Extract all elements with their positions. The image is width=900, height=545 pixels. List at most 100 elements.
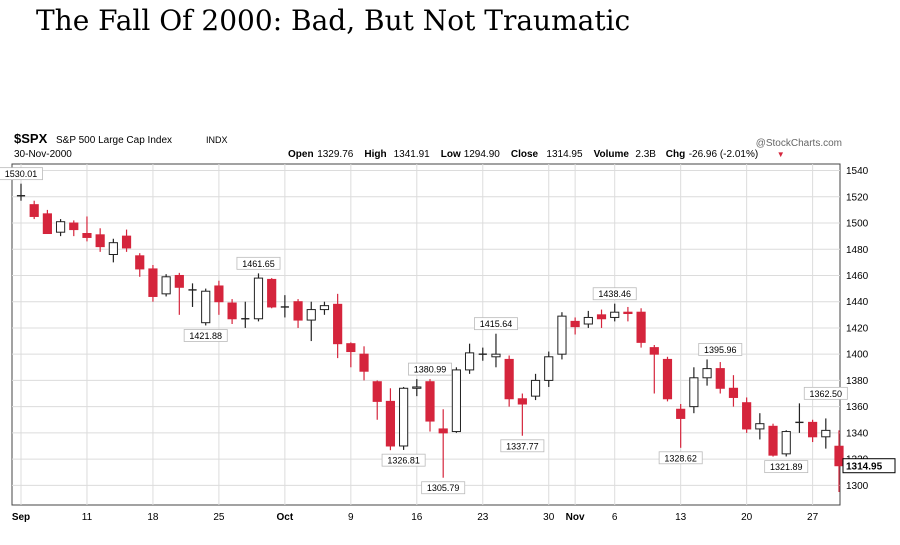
candle-body bbox=[319, 305, 330, 311]
candle bbox=[293, 299, 303, 328]
candle bbox=[689, 367, 699, 414]
y-tick-label: 1440 bbox=[846, 297, 869, 308]
candle bbox=[385, 388, 396, 451]
candle bbox=[795, 403, 804, 433]
stat-label-volume: Volume bbox=[594, 149, 630, 160]
price-annotation: 1461.65 bbox=[236, 256, 281, 270]
candle-body bbox=[834, 445, 844, 467]
candle-body bbox=[346, 343, 356, 353]
candle bbox=[55, 219, 66, 237]
last-price-label: 1314.95 bbox=[846, 462, 883, 473]
candle bbox=[464, 343, 475, 374]
y-tick-label: 1340 bbox=[846, 428, 869, 439]
candle bbox=[570, 317, 580, 335]
x-tick-label: 20 bbox=[741, 512, 753, 523]
candle bbox=[188, 283, 197, 307]
candle-body bbox=[227, 302, 237, 320]
candle bbox=[821, 418, 831, 449]
annotation-box bbox=[381, 453, 426, 467]
candle bbox=[491, 333, 501, 368]
candle-body bbox=[253, 277, 264, 320]
candle-body bbox=[504, 358, 514, 400]
y-tick-label: 1520 bbox=[846, 192, 869, 203]
watermark: @StockCharts.com bbox=[756, 138, 842, 149]
candle-body bbox=[596, 314, 607, 320]
annotation-label: 1461.65 bbox=[242, 259, 275, 269]
candle bbox=[676, 404, 686, 448]
candle-body bbox=[135, 255, 145, 270]
candle bbox=[755, 413, 765, 440]
candle-body bbox=[425, 381, 435, 422]
annotation-label: 1380.99 bbox=[414, 365, 447, 375]
candle-body bbox=[676, 408, 686, 419]
candle bbox=[267, 278, 277, 309]
x-tick-label: 27 bbox=[807, 512, 819, 523]
plot-frame bbox=[11, 163, 841, 506]
candle bbox=[610, 303, 620, 322]
candle-body bbox=[781, 431, 791, 455]
candle-body bbox=[29, 204, 39, 217]
price-annotation: 1326.81 bbox=[381, 453, 426, 467]
candle bbox=[227, 299, 237, 325]
candle bbox=[517, 393, 527, 436]
candle bbox=[478, 347, 487, 361]
candle-body bbox=[108, 242, 118, 255]
candle-body bbox=[715, 368, 725, 389]
candle bbox=[241, 301, 250, 328]
annotation-label: 1421.88 bbox=[189, 331, 222, 341]
price-annotation: 1328.62 bbox=[658, 451, 703, 465]
candle bbox=[649, 344, 659, 394]
candle bbox=[372, 380, 382, 420]
candle bbox=[544, 351, 554, 387]
chart-grid bbox=[11, 163, 841, 506]
candle-body bbox=[385, 400, 396, 447]
annotation-label: 1328.62 bbox=[664, 453, 697, 463]
candle-body bbox=[438, 428, 448, 434]
candle-body bbox=[267, 278, 277, 308]
candle-body bbox=[808, 421, 818, 438]
chart-exchange: INDX bbox=[206, 135, 228, 145]
price-annotation: 1321.89 bbox=[764, 460, 809, 474]
candle-body bbox=[583, 316, 593, 325]
annotation-box bbox=[236, 256, 281, 270]
candle bbox=[333, 293, 343, 359]
annotation-box bbox=[0, 167, 43, 181]
x-tick-label: 6 bbox=[612, 512, 618, 523]
candle-body bbox=[821, 429, 831, 438]
annotation-label: 1337.77 bbox=[506, 441, 539, 451]
candle bbox=[42, 209, 52, 235]
y-tick-label: 1300 bbox=[846, 481, 869, 492]
candle bbox=[583, 310, 593, 328]
annotation-label: 1438.46 bbox=[598, 289, 631, 299]
annotation-box bbox=[408, 362, 452, 376]
price-annotation: 1415.64 bbox=[474, 317, 518, 331]
candle bbox=[135, 253, 145, 277]
candle bbox=[82, 216, 92, 242]
candle-body bbox=[689, 377, 699, 408]
price-annotation: 1395.96 bbox=[698, 343, 743, 356]
candle-body bbox=[174, 274, 184, 288]
candle-body bbox=[728, 387, 739, 398]
annotation-box bbox=[764, 460, 809, 474]
candle-body bbox=[636, 311, 646, 343]
chart-symbol: $SPX bbox=[14, 131, 48, 146]
candle-body bbox=[42, 213, 52, 235]
stat-label-low: Low bbox=[441, 149, 461, 160]
price-annotation: 1362.50 bbox=[803, 386, 848, 400]
price-annotation: 1305.79 bbox=[421, 481, 466, 495]
candle bbox=[715, 362, 725, 394]
candle-body bbox=[121, 235, 132, 249]
candle bbox=[781, 430, 791, 457]
candle bbox=[557, 312, 567, 360]
candle-body bbox=[306, 309, 316, 321]
stat-value-open: 1329.76 bbox=[317, 149, 354, 160]
stats-bar: Open 1329.76 High 1341.91 Low 1294.90 Close 131… bbox=[288, 149, 785, 160]
candle-body bbox=[333, 303, 343, 345]
candles-group bbox=[16, 183, 844, 493]
y-tick-label: 1500 bbox=[846, 219, 869, 230]
candle bbox=[399, 386, 409, 450]
chart-date: 30-Nov-2000 bbox=[14, 149, 72, 160]
chart-index-name: S&P 500 Large Cap Index bbox=[56, 135, 172, 146]
candle-body bbox=[623, 311, 633, 315]
